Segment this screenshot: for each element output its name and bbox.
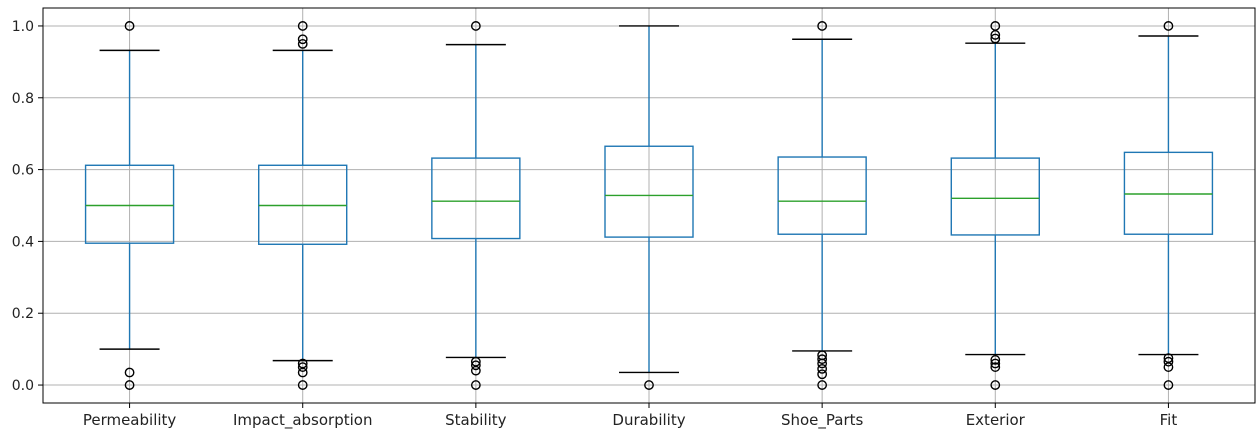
box-group (777, 21, 867, 390)
iqr-box (1123, 151, 1214, 235)
outlier-point (124, 21, 135, 31)
x-tick-label: Shoe_Parts (781, 411, 864, 430)
x-tick-label: Permeability (83, 411, 177, 429)
outlier-point (124, 380, 135, 390)
outlier-point (297, 39, 308, 49)
y-tick-label: 0.4 (12, 234, 34, 250)
outlier-point (990, 358, 1001, 369)
x-tick-label: Impact_absorption (233, 411, 373, 430)
axes (38, 7, 1256, 408)
x-tick-label: Fit (1160, 411, 1178, 429)
outlier-point (297, 21, 308, 31)
outlier-point (470, 356, 481, 367)
outlier-point (817, 354, 828, 365)
outlier-point (990, 362, 1001, 372)
outlier-point (1163, 353, 1174, 364)
outlier-point (297, 362, 308, 372)
outlier-point (817, 380, 828, 390)
iqr-box (604, 145, 694, 238)
iqr-box (777, 156, 867, 235)
outlier-point (297, 358, 308, 369)
iqr-box (84, 164, 175, 244)
outlier-point (990, 33, 1001, 44)
outlier-point (644, 380, 654, 390)
outlier-point (470, 380, 481, 390)
outlier-point (297, 380, 308, 390)
iqr-box (431, 157, 521, 240)
outlier-point (990, 355, 1001, 365)
y-tick-label: 0.6 (12, 163, 34, 179)
y-tick-label: 1.0 (12, 19, 34, 35)
box-group (258, 21, 348, 390)
outlier-point (817, 21, 828, 31)
outlier-point (990, 21, 1001, 31)
box-group (431, 21, 521, 390)
box-group (604, 25, 694, 390)
x-tick-label: Exterior (966, 411, 1026, 429)
y-tick-label: 0.8 (12, 91, 34, 107)
box-group (1123, 21, 1214, 390)
outlier-point (1163, 21, 1174, 31)
outlier-point (1163, 356, 1174, 367)
outlier-point (470, 21, 481, 31)
outlier-point (817, 350, 828, 361)
outlier-point (817, 363, 828, 374)
outlier-point (817, 369, 828, 380)
outlier-point (297, 34, 308, 45)
y-tick-label: 0.2 (12, 306, 34, 322)
box-group (84, 21, 175, 390)
x-tick-label: Stability (445, 411, 507, 429)
outlier-point (1163, 380, 1174, 390)
y-tick-label: 0.0 (12, 378, 34, 394)
box-group (950, 21, 1040, 390)
iqr-box (950, 157, 1040, 236)
x-tick-label: Durability (612, 411, 685, 429)
outlier-point (124, 367, 135, 378)
iqr-box (258, 164, 348, 245)
boxes (84, 21, 1214, 390)
outlier-point (990, 380, 1001, 390)
outlier-point (470, 360, 481, 371)
tick-labels: 0.0 0.2 0.4 0.6 0.8 1.0 Permeability Impact_abs… (12, 19, 1178, 430)
